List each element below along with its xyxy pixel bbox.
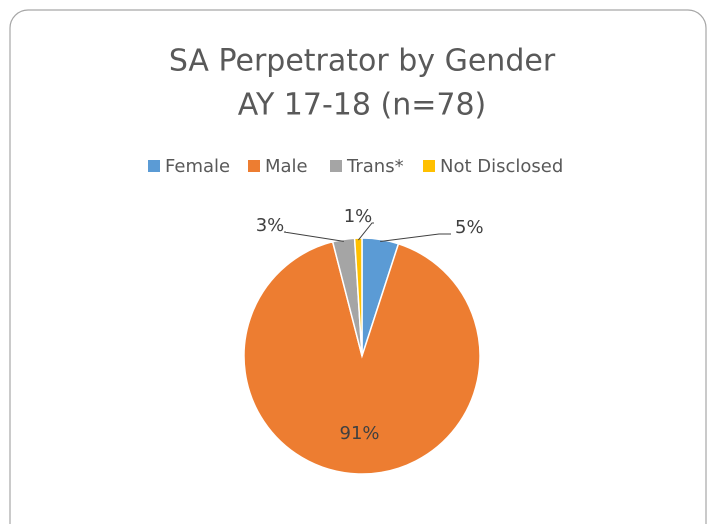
leader-line <box>380 233 451 242</box>
legend-swatch <box>148 160 160 172</box>
data-label: 1% <box>344 206 373 227</box>
legend-label: Female <box>165 156 230 177</box>
data-label: 91% <box>340 423 380 444</box>
legend-label: Trans* <box>346 156 404 177</box>
leader-line <box>357 222 374 241</box>
pie-slice <box>243 240 481 475</box>
data-label: 5% <box>455 217 484 238</box>
chart-title: SA Perpetrator by Gender <box>169 44 556 79</box>
legend-label: Not Disclosed <box>440 156 563 177</box>
chart-subtitle: AY 17-18 (n=78) <box>238 88 487 123</box>
legend-swatch <box>423 160 435 172</box>
leader-line <box>283 231 344 242</box>
pie-slice <box>353 237 363 357</box>
legend-swatch <box>248 160 260 172</box>
data-label: 3% <box>256 215 285 236</box>
legend-swatch <box>330 160 342 172</box>
legend-label: Male <box>265 156 308 177</box>
